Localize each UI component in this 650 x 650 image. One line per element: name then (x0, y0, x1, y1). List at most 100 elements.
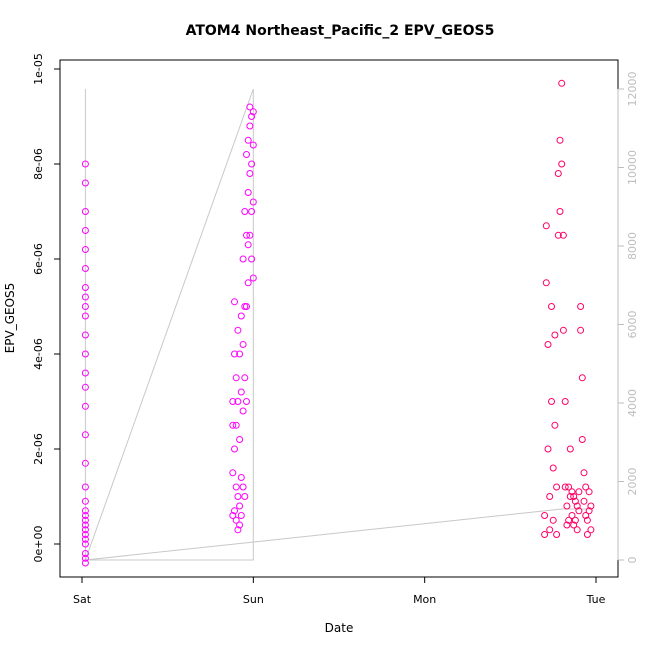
x-tick-label: Tue (586, 593, 606, 606)
data-point (246, 170, 254, 177)
data-point (548, 303, 555, 310)
data-point (565, 483, 573, 491)
data-point (246, 231, 254, 239)
data-point (563, 521, 571, 529)
data-point (580, 497, 588, 505)
data-point (546, 493, 554, 500)
data-point (568, 512, 576, 519)
data-point (570, 493, 578, 500)
data-point (81, 293, 89, 301)
data-point (81, 521, 89, 529)
data-point (81, 160, 89, 168)
data-point (568, 488, 576, 496)
data-point (565, 516, 573, 524)
y2-tick-label: 4000 (626, 389, 639, 417)
data-point (239, 407, 247, 415)
data-point (231, 350, 238, 358)
y-axis-label: EPV_GEOS5 (3, 283, 17, 354)
data-point (244, 241, 252, 249)
y-tick-label: 6e-06 (32, 243, 45, 275)
data-point (554, 231, 562, 239)
data-point (558, 79, 566, 87)
data-point (236, 502, 244, 510)
y2-tick-label: 12000 (626, 72, 639, 107)
data-point (548, 398, 555, 405)
data-point (81, 383, 89, 391)
y2-tick-label: 0 (626, 557, 639, 564)
data-point (551, 331, 559, 339)
data-point (81, 526, 89, 534)
data-point (577, 326, 585, 334)
y2-axis: 0 2000 4000 6000 8000 10000 12000 (617, 72, 639, 564)
data-point (239, 255, 247, 263)
data-point (244, 136, 252, 144)
data-point (244, 279, 252, 287)
data-point (554, 170, 562, 177)
data-point (573, 526, 581, 534)
data-point (243, 398, 250, 405)
data-point (241, 493, 249, 500)
data-points (81, 79, 595, 567)
x-tick-label: Sun (243, 593, 264, 606)
data-point (81, 431, 89, 439)
data-point (582, 512, 590, 519)
data-point (558, 160, 566, 168)
data-point (81, 497, 89, 505)
data-point (549, 464, 557, 472)
data-point (582, 483, 590, 491)
data-point (81, 516, 89, 524)
data-point (561, 483, 569, 491)
data-point (81, 208, 89, 215)
x-tick-label: Mon (413, 593, 436, 606)
data-point (570, 521, 578, 529)
data-point (556, 136, 564, 144)
data-point (578, 374, 586, 382)
data-point (81, 535, 89, 543)
data-point (577, 303, 585, 310)
data-point (249, 198, 257, 206)
data-point (234, 398, 242, 405)
data-point (81, 512, 89, 519)
data-point (553, 483, 561, 491)
secondary-series (84, 88, 593, 561)
x-tick-label: Sat (73, 593, 92, 606)
data-point (241, 208, 249, 215)
data-point (244, 189, 252, 196)
data-point (229, 398, 237, 405)
data-point (229, 512, 237, 519)
y-tick-label: 4e-06 (32, 338, 45, 370)
data-point (81, 559, 89, 567)
data-point (248, 208, 256, 215)
y2-tick-label: 10000 (626, 150, 639, 185)
data-point (81, 227, 89, 234)
y-tick-label: 1e-05 (32, 53, 45, 85)
data-point (249, 108, 257, 116)
chart-title: ATOM4 Northeast_Pacific_2 EPV_GEOS5 (186, 23, 495, 39)
data-point (585, 488, 593, 496)
data-point (232, 421, 240, 429)
data-point (541, 512, 549, 519)
data-point (239, 341, 247, 348)
y2-tick-label: 8000 (626, 232, 639, 260)
data-point (81, 265, 89, 272)
data-point (556, 208, 564, 215)
data-point (243, 151, 250, 158)
data-point (237, 512, 245, 519)
y-tick-label: 8e-06 (32, 148, 45, 180)
data-point (551, 421, 559, 429)
data-point (81, 312, 89, 320)
y2-tick-label: 2000 (626, 468, 639, 496)
data-point (229, 421, 237, 429)
data-point (234, 526, 242, 534)
data-point (81, 531, 89, 538)
data-point (587, 502, 595, 510)
data-point (81, 179, 89, 187)
data-point (571, 497, 579, 505)
data-point (583, 531, 591, 538)
data-point (248, 160, 256, 168)
data-point (575, 507, 583, 515)
y2-tick-label: 6000 (626, 311, 639, 339)
data-point (563, 502, 571, 510)
data-point (583, 516, 591, 524)
